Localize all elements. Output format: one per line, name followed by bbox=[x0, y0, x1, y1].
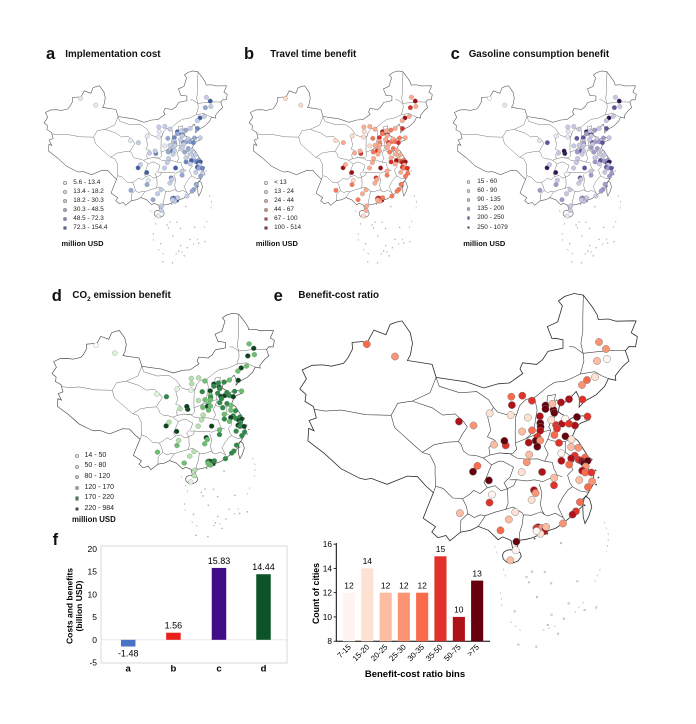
svg-text:35-50: 35-50 bbox=[424, 642, 445, 663]
svg-text:(billion USD): (billion USD) bbox=[74, 580, 84, 631]
svg-text:a: a bbox=[126, 664, 132, 675]
svg-text:c: c bbox=[216, 664, 221, 675]
svg-text:16: 16 bbox=[323, 539, 333, 549]
svg-text:b: b bbox=[170, 664, 176, 675]
svg-text:20-25: 20-25 bbox=[369, 642, 390, 663]
svg-text:10: 10 bbox=[454, 605, 464, 615]
svg-text:12: 12 bbox=[399, 581, 409, 591]
svg-text:0: 0 bbox=[92, 635, 97, 645]
svg-text:14: 14 bbox=[323, 563, 333, 573]
svg-text:Benefit-cost ratio bins: Benefit-cost ratio bins bbox=[365, 669, 465, 680]
svg-text:30-35: 30-35 bbox=[406, 642, 427, 663]
svg-text:-1.48: -1.48 bbox=[118, 649, 139, 659]
svg-text:Costs and benefits: Costs and benefits bbox=[65, 568, 75, 644]
svg-text:12: 12 bbox=[323, 588, 333, 598]
svg-text:20: 20 bbox=[88, 544, 98, 554]
svg-text:1.56: 1.56 bbox=[165, 621, 183, 631]
svg-text:15: 15 bbox=[88, 567, 98, 577]
svg-text:14.44: 14.44 bbox=[252, 562, 275, 572]
svg-text:10: 10 bbox=[323, 612, 333, 622]
svg-text:12: 12 bbox=[344, 581, 354, 591]
svg-text:13: 13 bbox=[472, 568, 482, 578]
svg-text:25-30: 25-30 bbox=[387, 642, 408, 663]
svg-text:15.83: 15.83 bbox=[208, 556, 231, 566]
svg-text:15: 15 bbox=[436, 544, 446, 554]
svg-text:>75: >75 bbox=[465, 642, 481, 658]
svg-text:12: 12 bbox=[381, 581, 391, 591]
svg-text:50-75: 50-75 bbox=[442, 642, 463, 663]
svg-text:14: 14 bbox=[363, 556, 373, 566]
svg-text:15-20: 15-20 bbox=[351, 642, 372, 663]
svg-text:12: 12 bbox=[417, 581, 427, 591]
svg-text:Count of cities: Count of cities bbox=[311, 563, 321, 624]
svg-text:8: 8 bbox=[327, 636, 332, 646]
svg-text:5: 5 bbox=[92, 612, 97, 622]
svg-text:-5: -5 bbox=[89, 658, 97, 668]
svg-text:d: d bbox=[261, 664, 267, 675]
svg-text:10: 10 bbox=[88, 589, 98, 599]
